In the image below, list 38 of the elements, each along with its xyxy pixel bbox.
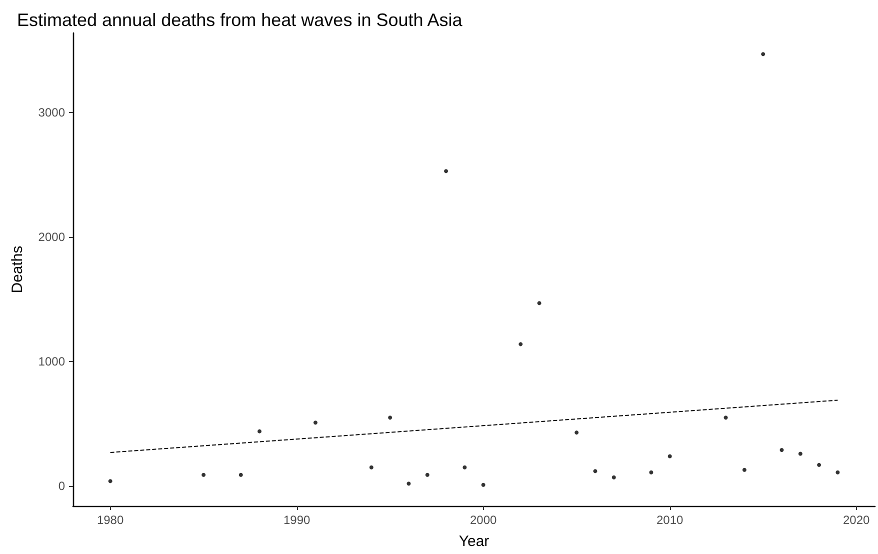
x-tick-label: 2020 xyxy=(842,513,870,527)
x-tick-label: 2000 xyxy=(470,513,497,527)
y-tick-label: 2000 xyxy=(38,230,66,244)
point xyxy=(668,454,672,458)
point xyxy=(537,301,542,306)
point xyxy=(202,472,206,477)
point xyxy=(817,462,822,467)
point xyxy=(444,169,448,174)
point xyxy=(593,469,598,474)
y-tick-label: 1000 xyxy=(38,354,66,369)
point xyxy=(798,452,802,456)
x-tick-label: 1990 xyxy=(283,513,310,527)
point xyxy=(742,468,746,472)
point xyxy=(406,482,411,486)
point xyxy=(780,448,784,452)
point xyxy=(388,416,392,420)
x-tick-label: 1980 xyxy=(96,513,124,527)
point xyxy=(425,472,430,477)
point xyxy=(238,472,243,477)
y-tick-label: 0 xyxy=(58,479,66,494)
point xyxy=(612,475,616,480)
chart-title: Estimated annual deaths from heat waves in South Asia xyxy=(17,10,464,30)
point xyxy=(761,52,766,56)
y-tick-label: 3000 xyxy=(38,106,66,120)
point xyxy=(481,482,486,487)
point xyxy=(518,342,523,346)
point xyxy=(258,429,262,434)
point xyxy=(313,420,318,425)
x-tick-label: 2010 xyxy=(656,513,684,527)
point xyxy=(574,430,579,435)
point xyxy=(836,470,840,474)
x-axis-title: Year xyxy=(458,533,490,550)
point xyxy=(649,470,654,474)
y-axis-title: Deaths xyxy=(9,246,26,294)
point xyxy=(108,479,112,484)
point xyxy=(724,416,728,420)
point xyxy=(369,465,374,470)
point xyxy=(462,465,467,470)
